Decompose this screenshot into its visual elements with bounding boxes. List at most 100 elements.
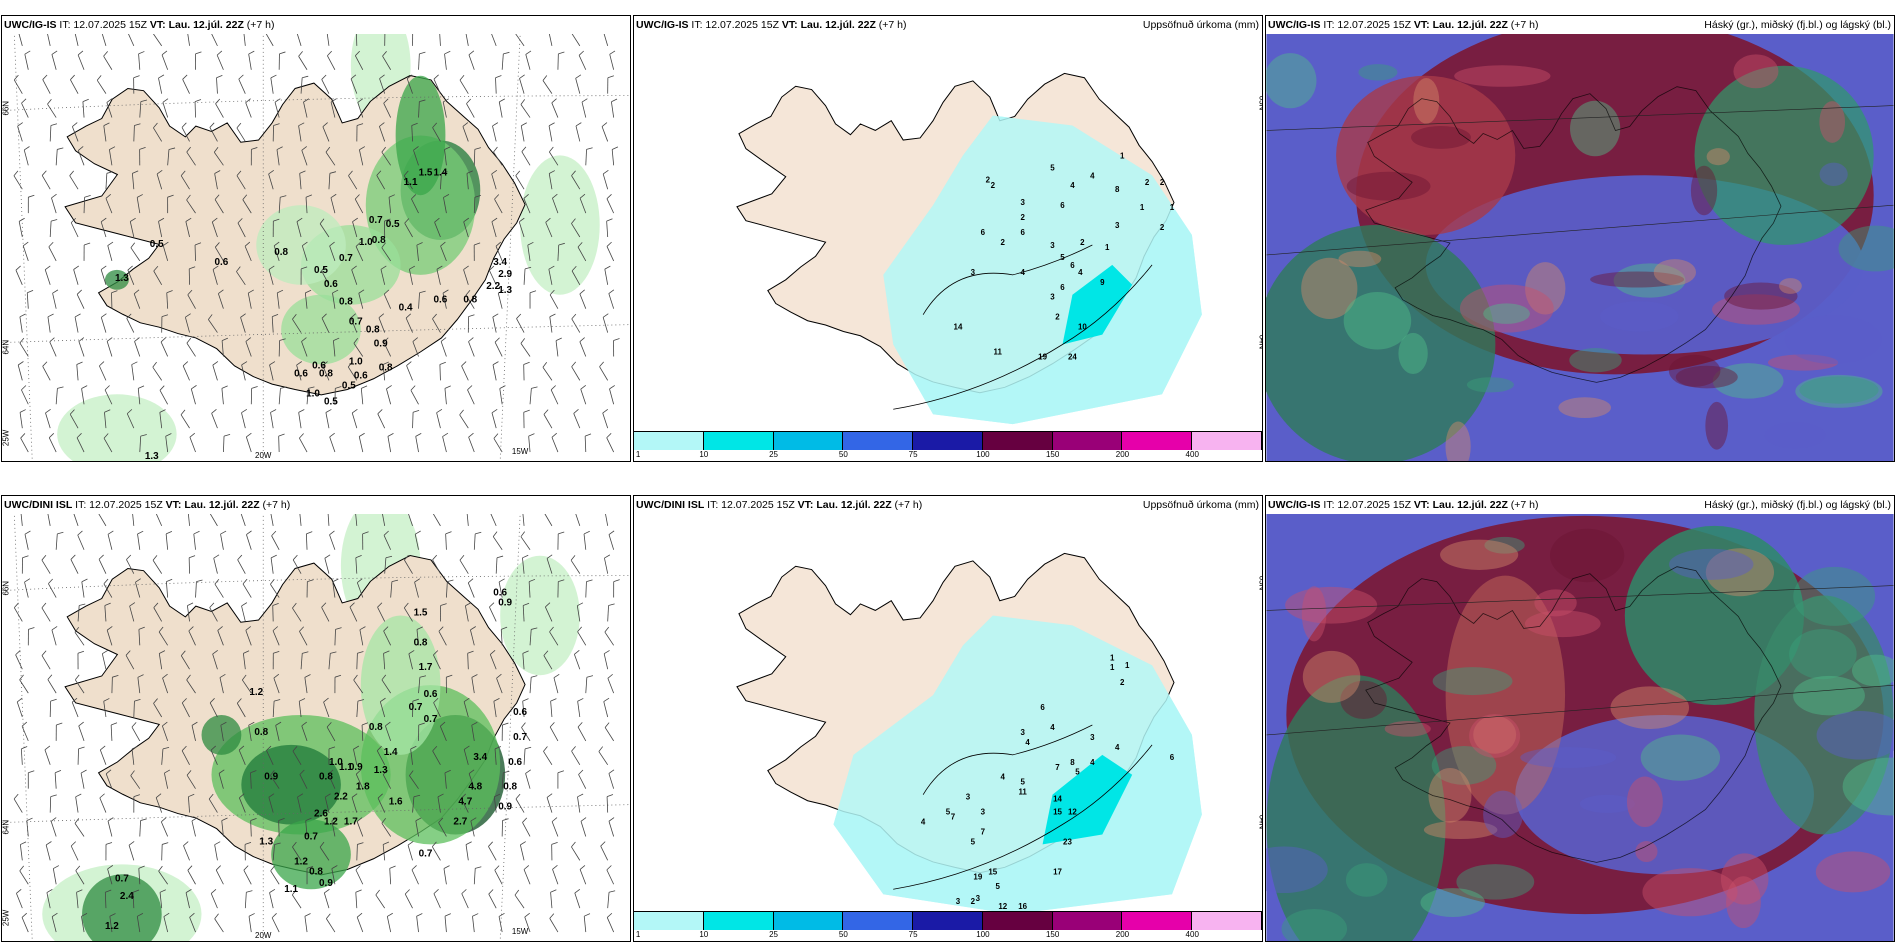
wind-barb-icon	[127, 265, 135, 285]
colorbar-tick-label: 75	[908, 450, 918, 459]
wind-barb-icon	[214, 913, 224, 933]
wind-barb-icon	[574, 888, 581, 909]
wind-barb-icon	[329, 241, 336, 262]
wind-barb-icon	[440, 171, 448, 190]
precip-value-label: 0.8	[254, 727, 268, 738]
wind-barb-icon	[418, 675, 427, 694]
wind-barb-icon	[551, 98, 559, 118]
wind-barb-icon	[248, 721, 255, 741]
wind-barb-icon	[611, 146, 619, 166]
wind-barb-icon	[491, 408, 498, 429]
wind-barb-icon	[195, 579, 203, 598]
wind-barb-icon	[416, 913, 423, 933]
colorbar-swatch	[982, 432, 1053, 450]
precip-value-label: 19	[973, 872, 982, 881]
wind-barb-icon	[188, 793, 195, 813]
precip-value-label: 1.7	[419, 662, 433, 673]
wind-barb-icon	[184, 313, 191, 333]
wind-barb-icon	[573, 409, 581, 429]
panel-header: UWC/DINI ISL IT: 12.07.2025 15Z VT: Lau.…	[634, 496, 1262, 514]
wind-barb-icon	[575, 74, 582, 94]
wind-barb-icon	[602, 170, 609, 190]
wind-barb-icon	[81, 913, 88, 933]
wind-barb-icon	[580, 385, 587, 405]
precip-value-label: 0.6	[424, 689, 438, 700]
wind-barb-icon	[522, 817, 531, 837]
precip-value-label: 0.6	[493, 588, 507, 599]
wind-barb-icon	[161, 747, 170, 765]
precip-value-label: 0.7	[304, 831, 318, 842]
wind-barb-icon	[355, 555, 362, 574]
wind-barb-icon	[495, 241, 503, 262]
wind-barb-icon	[353, 745, 360, 765]
wind-barb-icon	[214, 194, 224, 214]
wind-barb-icon	[607, 75, 614, 94]
precip-value-label: 1.1	[284, 884, 298, 895]
wind-barb-icon	[528, 578, 536, 598]
precip-value-label: 0.7	[419, 848, 433, 859]
wind-barb-icon	[210, 889, 218, 909]
wind-barb-icon	[278, 51, 286, 70]
wind-barb-icon	[99, 745, 107, 765]
wind-barb-icon	[248, 913, 255, 933]
precip-value-label: 0.6	[294, 368, 308, 379]
wind-barb-icon	[185, 217, 192, 238]
wind-barb-icon	[525, 50, 532, 70]
wind-barb-icon	[498, 98, 505, 118]
wind-barb-icon	[272, 650, 280, 670]
wind-barb-icon	[557, 531, 565, 550]
wind-barb-icon	[214, 242, 224, 262]
wind-barb-icon	[501, 818, 509, 837]
wind-barb-icon	[188, 555, 196, 574]
wind-barb-icon	[139, 146, 146, 166]
wind-barb-icon	[577, 242, 587, 262]
wind-barb-icon	[404, 554, 413, 574]
precip-value-label: 14	[1053, 795, 1062, 804]
wind-barb-icon	[468, 432, 475, 453]
wind-barb-icon	[245, 432, 252, 453]
wind-barb-icon	[158, 217, 165, 238]
wind-barb-icon	[331, 865, 338, 885]
wind-barb-icon	[444, 769, 451, 789]
precip-value-label: 0.8	[339, 297, 353, 308]
wind-barb-icon	[384, 555, 393, 574]
wind-barb-icon	[358, 432, 365, 453]
wind-barb-icon	[383, 626, 392, 646]
precip-value-label: 1	[1140, 203, 1145, 212]
wind-barb-icon	[193, 530, 200, 550]
wind-barb-icon	[111, 674, 119, 694]
wind-barb-icon	[236, 170, 246, 190]
wind-barb-icon	[24, 578, 31, 598]
wind-barb-icon	[159, 385, 169, 405]
wind-barb-icon	[239, 793, 246, 813]
precip-value-label: 1	[1105, 243, 1110, 252]
wind-barb-icon	[606, 218, 613, 238]
wind-barb-icon	[47, 313, 54, 333]
precip-value-label: 3	[966, 793, 971, 802]
wind-barb-icon	[571, 170, 581, 190]
wind-barb-icon	[214, 841, 221, 861]
wind-barb-icon	[436, 265, 443, 285]
wind-barb-icon	[185, 889, 192, 909]
wind-barb-icon	[299, 433, 308, 453]
colorbar-tick-label: 50	[838, 450, 848, 459]
wind-barb-icon	[571, 361, 581, 381]
wind-barb-icon	[466, 98, 475, 118]
wind-barb-icon	[76, 289, 85, 309]
wind-barb-icon	[463, 217, 470, 238]
wind-barb-icon	[382, 841, 390, 861]
precip-value-label: 2	[1160, 178, 1165, 187]
wind-barb-icon	[494, 746, 502, 765]
wind-barb-icon	[19, 841, 27, 861]
wind-barb-icon	[136, 194, 143, 214]
wind-barb-icon	[467, 578, 475, 598]
precip-value-label: 4	[1090, 758, 1095, 767]
wind-barb-icon	[163, 912, 170, 933]
wind-barb-icon	[352, 217, 358, 238]
wind-barb-icon	[493, 698, 500, 718]
wind-barb-icon	[221, 817, 228, 837]
wind-barb-icon	[549, 722, 559, 742]
wind-barb-icon	[383, 98, 392, 118]
wind-barb-icon	[326, 722, 336, 742]
wind-barb-icon	[19, 409, 26, 429]
